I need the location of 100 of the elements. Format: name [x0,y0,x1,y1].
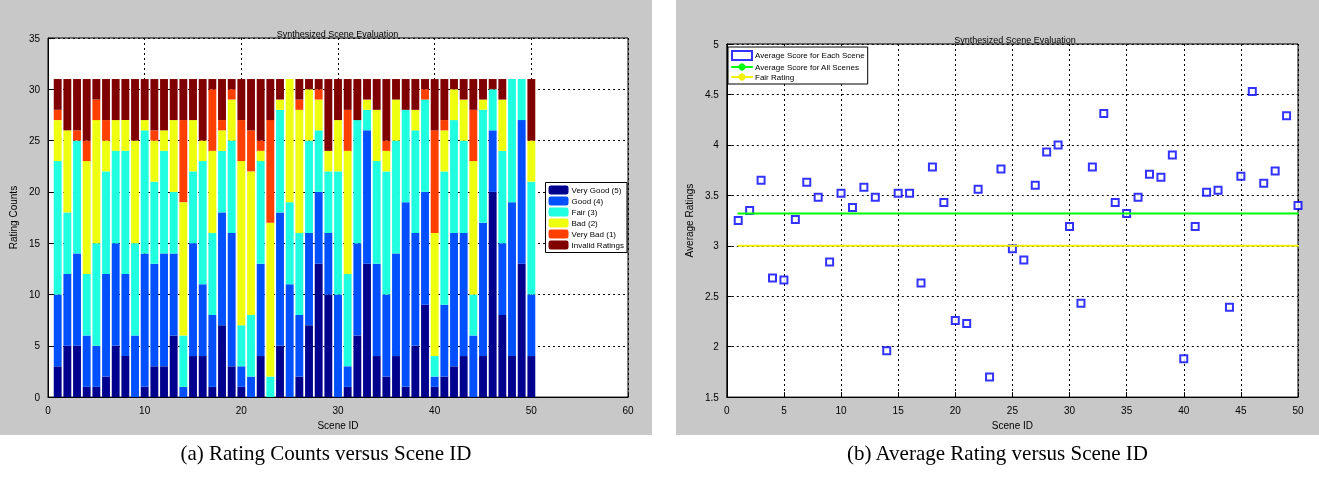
bar [479,99,487,110]
bar [247,315,255,377]
point [1076,298,1086,308]
point [1282,111,1292,121]
point [1270,166,1280,176]
bar [160,366,168,398]
point [916,278,926,288]
bar [73,345,81,398]
point [1053,140,1063,150]
bar [450,79,458,90]
point [973,184,983,194]
bar [314,89,323,100]
bar [430,376,439,387]
x-tick-label: 50 [525,404,538,416]
bar [169,335,178,398]
bar [276,79,284,100]
bar [334,79,342,121]
bar [169,253,178,336]
bar [102,120,110,141]
legend-label: Invalid Ratings [571,240,625,250]
bar [440,304,449,377]
bar [160,150,168,254]
bar [189,356,197,398]
bar [421,79,429,90]
bar [498,150,507,244]
y-tick-label: 0 [34,391,41,403]
y-tick-label: 15 [28,237,41,249]
point [836,188,846,198]
bar [469,109,478,162]
point [1236,171,1246,181]
y-tick-label: 4 [713,139,720,151]
bar [169,191,178,254]
point [813,192,823,202]
point [1224,302,1234,312]
y-tick-label: 5 [34,340,41,352]
bar [276,345,284,398]
bar [73,253,81,346]
bar [508,79,516,203]
bar [421,191,429,305]
bar [498,243,507,316]
bar [131,140,139,244]
bar [237,120,246,162]
bar [314,99,323,131]
bar [324,150,333,172]
bar [102,273,110,377]
legend-label: Very Good (5) [571,185,622,195]
bar [488,130,497,192]
bar [237,161,246,326]
bar [411,109,420,131]
bar [450,232,458,367]
x-tick-label: 15 [892,404,905,416]
bar [150,130,159,141]
bar [227,89,236,100]
bar [227,99,236,141]
point [1065,222,1075,232]
y-tick-label: 10 [28,289,41,300]
bar [392,253,400,357]
point [1133,192,1143,202]
bar [247,171,255,316]
bar [459,99,468,141]
bar [517,120,526,264]
bar [305,79,313,90]
bar [247,376,255,398]
bar [179,335,188,387]
bar [131,335,139,398]
bar [421,304,429,398]
point [962,318,972,328]
point [893,188,903,198]
legend-label: Good (4) [571,196,604,206]
bar [256,356,265,398]
x-tick-label: 20 [235,404,248,416]
point [870,192,880,202]
bar [256,150,265,162]
point [1019,255,1029,265]
legend-label: Fair Rating [755,72,795,82]
bar [140,120,149,131]
bar [218,79,226,121]
bar [102,376,110,398]
bar [353,120,362,244]
x-tick-label: 20 [949,404,962,416]
y-tick-label: 3 [713,240,720,252]
legend-label: Average Score for Each Scene [755,51,866,60]
point [1190,222,1200,232]
bar [218,150,226,213]
bar [479,222,487,357]
point [790,215,800,225]
point [1179,354,1189,364]
x-tick-label: 25 [1006,404,1019,416]
bar [353,243,362,336]
x-tick-label: 5 [781,404,788,416]
x-axis-title: Scene ID [317,419,359,431]
chart-title: Synthesized Scene Evaluation [276,28,399,39]
bar [189,243,197,357]
bar [237,325,246,367]
bar [392,140,400,254]
x-tick-label: 10 [835,404,848,416]
bar [160,253,168,367]
bar [160,130,168,151]
point [905,188,915,198]
bar [305,89,313,141]
